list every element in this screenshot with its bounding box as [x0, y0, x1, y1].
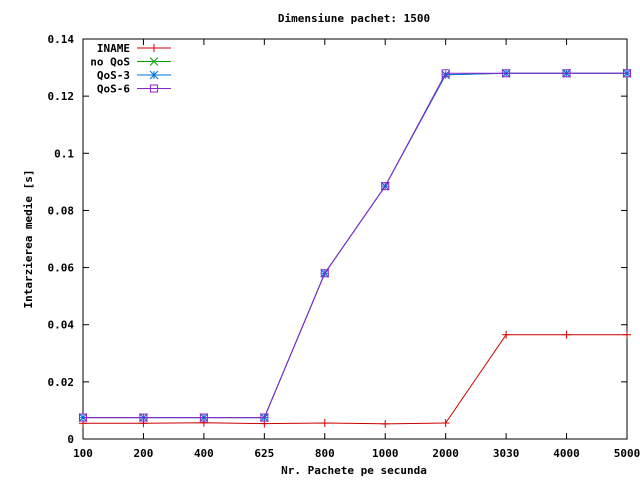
- data-point-qos-6: [199, 413, 208, 422]
- data-point-qos-6: [562, 69, 571, 78]
- legend-marker-iname: [150, 44, 158, 52]
- x-tick-label: 1000: [372, 447, 399, 460]
- plot-frame: [82, 38, 628, 440]
- data-point-qos-6: [623, 69, 631, 78]
- x-axis-label: Nr. Pachete pe secunda: [281, 464, 427, 477]
- data-point-iname: [381, 419, 390, 428]
- y-tick-label: 0.12: [48, 90, 75, 103]
- legend-marker-qos-6: [150, 84, 158, 93]
- marker-stroke: [149, 70, 159, 80]
- data-point-qos-6: [441, 69, 450, 78]
- y-tick-label: 0.08: [48, 204, 75, 217]
- data-point-qos-6: [320, 269, 329, 278]
- x-tick-label: 400: [194, 447, 214, 460]
- y-axis: 0 0.02 0.04 0.06 0.08 0.1 0.12 0.14: [48, 33, 627, 446]
- series-line-iname: [83, 334, 627, 425]
- marker-stroke: [149, 57, 159, 66]
- data-point-iname: [441, 419, 450, 427]
- x-tick-label: 4000: [553, 447, 580, 460]
- data-point-iname: [502, 330, 511, 339]
- x-tick-label: 3030: [493, 447, 520, 460]
- y-tick-label: 0.1: [54, 147, 74, 160]
- data-point-iname: [320, 419, 329, 427]
- y-tick-label: 0.14: [48, 33, 75, 46]
- chart-title: Dimensiune pachet: 1500: [278, 12, 430, 25]
- y-tick-label: 0.04: [48, 319, 75, 332]
- y-tick-label: 0.06: [48, 262, 75, 275]
- y-axis-label: Intarzierea medie [s]: [22, 169, 35, 308]
- series-layer: [78, 68, 632, 428]
- x-tick-label: 800: [315, 447, 335, 460]
- legend-label-no-qos: no QoS: [90, 56, 130, 69]
- data-point-iname: [623, 330, 631, 339]
- x-tick-label: 200: [134, 447, 154, 460]
- data-point-qos-6: [139, 413, 148, 422]
- series-line-qos-6: [83, 72, 627, 419]
- y-tick-label: 0: [67, 433, 74, 446]
- x-tick-label: 5000: [614, 447, 640, 460]
- legend-marker-no-qos: [149, 57, 159, 66]
- y-tick-label: 0.02: [48, 376, 75, 389]
- legend-marker-qos-3: [149, 70, 159, 80]
- data-point-qos-6: [381, 182, 390, 191]
- x-tick-label: 2000: [432, 447, 459, 460]
- legend-label-qos-3: QoS-3: [97, 69, 130, 82]
- data-point-qos-6: [79, 413, 87, 422]
- data-point-iname: [562, 330, 571, 339]
- x-tick-label: 100: [73, 447, 93, 460]
- x-axis: 100 200 400 625 800 1000 2000 3030 4000 5000: [73, 39, 640, 460]
- data-point-qos-6: [260, 413, 269, 422]
- data-point-qos-6: [502, 69, 511, 78]
- legend-label-qos-6: QoS-6: [97, 83, 130, 96]
- x-tick-label: 625: [254, 447, 274, 460]
- legend-label-iname: INAME: [97, 42, 130, 55]
